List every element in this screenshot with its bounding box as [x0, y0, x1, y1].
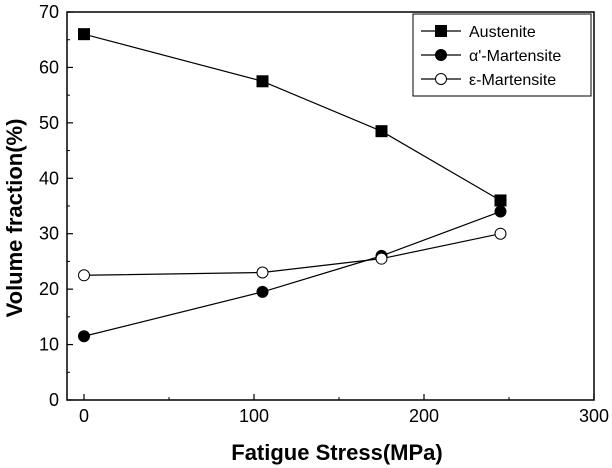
y-axis-title: Volume fraction(%): [2, 119, 27, 318]
y-tick-label: 30: [39, 224, 59, 244]
y-tick-label: 60: [39, 57, 59, 77]
y-tick-label: 0: [49, 390, 59, 410]
x-tick-label: 300: [579, 406, 609, 426]
data-point: [78, 269, 90, 282]
legend-marker: [435, 25, 447, 37]
x-tick-label: 0: [79, 406, 89, 426]
y-tick-label: 10: [39, 335, 59, 355]
y-tick-label: 70: [39, 2, 59, 22]
series-line: [83, 233, 501, 276]
legend-label: ε-Martensite: [469, 72, 556, 89]
legend-label: Austenite: [469, 24, 536, 41]
axis-ticks: 0 100 200 300 0 10 20 30 40 50 60 70: [39, 2, 609, 426]
legend-label: α'-Martensite: [469, 48, 561, 65]
data-point: [494, 194, 507, 207]
x-axis-title: Fatigue Stress(MPa): [231, 440, 443, 465]
x-tick-label: 100: [239, 406, 269, 426]
series-0: [78, 28, 507, 207]
series-layer: [78, 28, 507, 343]
data-point: [78, 330, 90, 343]
legend-item: α'-Martensite: [421, 48, 561, 65]
data-point: [256, 285, 269, 298]
data-point: [78, 28, 90, 41]
series-line: [83, 210, 501, 337]
legend-marker: [435, 73, 447, 85]
data-point: [494, 227, 507, 240]
series-line: [83, 33, 501, 201]
y-tick-label: 40: [39, 168, 59, 188]
y-tick-label: 50: [39, 113, 59, 133]
legend-marker: [435, 49, 447, 61]
legend-item: ε-Martensite: [421, 72, 556, 89]
series-2: [78, 227, 507, 282]
y-tick-label: 20: [39, 279, 59, 299]
data-point: [375, 252, 388, 265]
data-point: [494, 205, 507, 218]
data-point: [256, 266, 269, 279]
x-tick-label: 200: [409, 406, 439, 426]
data-point: [256, 75, 269, 88]
legend: Austenite α'-Martensite ε-Martensite: [412, 13, 592, 97]
legend-item: Austenite: [421, 24, 536, 41]
data-point: [375, 125, 388, 138]
